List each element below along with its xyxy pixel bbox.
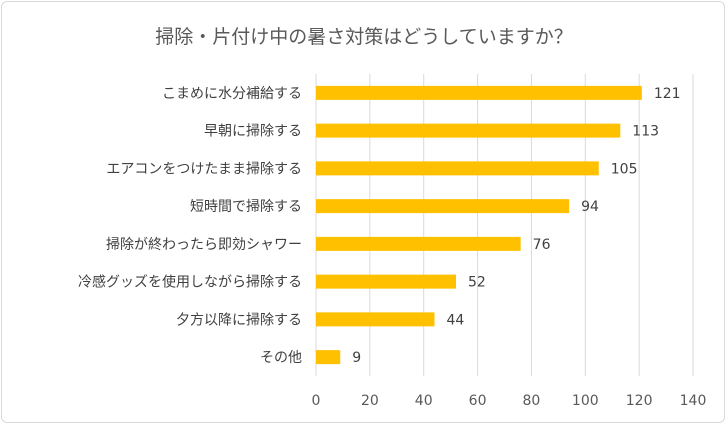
category-label: その他	[260, 350, 302, 366]
bar	[316, 85, 642, 100]
bar	[316, 350, 341, 365]
data-label: 76	[533, 237, 551, 253]
category-label: エアコンをつけたまま掃除する	[106, 160, 302, 177]
x-tick-label: 40	[415, 393, 433, 409]
data-label: 113	[632, 124, 659, 140]
category-label: 掃除が終わったら即効シャワー	[106, 236, 302, 253]
x-tick-label: 140	[680, 393, 707, 409]
x-tick-label: 100	[572, 393, 599, 409]
data-label: 9	[352, 350, 361, 366]
category-label: 夕方以降に掃除する	[176, 311, 302, 328]
data-label: 105	[611, 161, 638, 177]
category-label: 冷感グッズを使用しながら掃除する	[78, 274, 302, 291]
x-tick-label: 80	[523, 393, 541, 409]
bar	[316, 161, 599, 176]
bar	[316, 199, 570, 214]
bar	[316, 123, 621, 138]
x-tick-label: 20	[361, 393, 379, 409]
data-label: 94	[581, 199, 599, 215]
chart-title: 掃除・片付け中の暑さ対策はどうしていますか？	[155, 26, 573, 48]
category-label: こまめに水分補給する	[162, 86, 302, 102]
data-label: 121	[654, 86, 681, 102]
x-tick-label: 0	[312, 393, 321, 409]
data-label: 52	[468, 275, 486, 291]
category-label: 早朝に掃除する	[204, 123, 302, 140]
x-tick-label: 60	[469, 393, 487, 409]
bar	[316, 236, 521, 251]
bar	[316, 312, 435, 327]
bar	[316, 274, 457, 289]
x-tick-label: 120	[626, 393, 653, 409]
category-label: 短時間で掃除する	[190, 198, 302, 215]
data-label: 44	[446, 312, 464, 328]
